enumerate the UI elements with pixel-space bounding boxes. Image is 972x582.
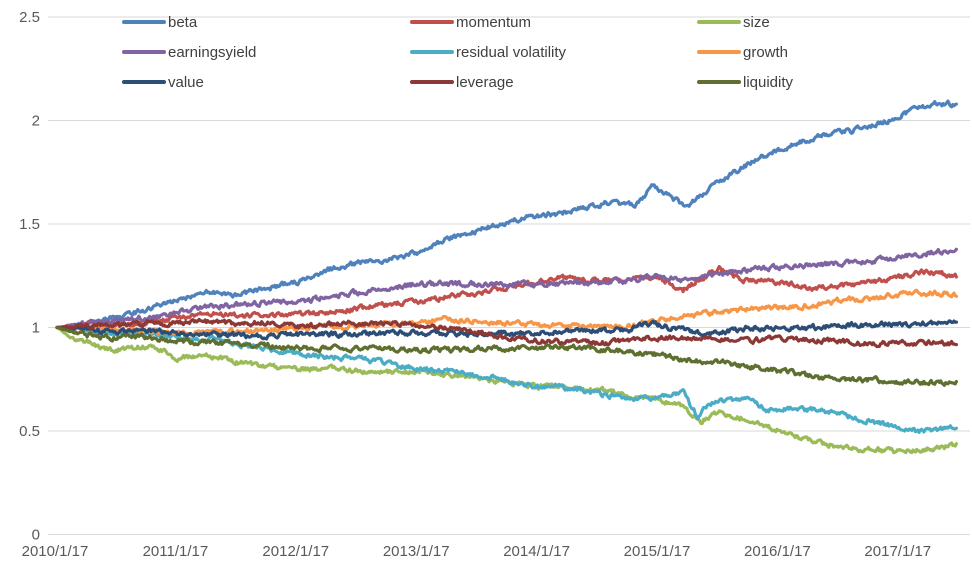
series-line-beta bbox=[55, 99, 958, 330]
x-tick-label: 2016/1/17 bbox=[744, 543, 811, 560]
y-tick-label: 0.5 bbox=[19, 423, 40, 440]
x-tick-label: 2012/1/17 bbox=[262, 543, 329, 560]
series-line-earningsyield bbox=[55, 247, 958, 330]
x-tick-label: 2014/1/17 bbox=[503, 543, 570, 560]
y-tick-label: 2 bbox=[32, 113, 40, 130]
x-tick-label: 2015/1/17 bbox=[624, 543, 691, 560]
series-line-liquidity bbox=[55, 325, 958, 387]
y-tick-label: 1.5 bbox=[19, 216, 40, 233]
y-tick-label: 2.5 bbox=[19, 9, 40, 26]
series-line-growth bbox=[55, 288, 958, 338]
y-tick-label: 0 bbox=[32, 527, 40, 544]
x-tick-label: 2011/1/17 bbox=[143, 543, 209, 560]
series-line-size bbox=[55, 325, 958, 455]
series-line-leverage bbox=[55, 317, 958, 349]
series-line-value bbox=[55, 319, 958, 341]
x-tick-label: 2017/1/17 bbox=[864, 543, 931, 560]
y-tick-label: 1 bbox=[32, 320, 40, 337]
x-tick-label: 2013/1/17 bbox=[383, 543, 450, 560]
series-line-momentum bbox=[55, 265, 958, 330]
x-tick-label: 2010/1/17 bbox=[22, 543, 89, 560]
